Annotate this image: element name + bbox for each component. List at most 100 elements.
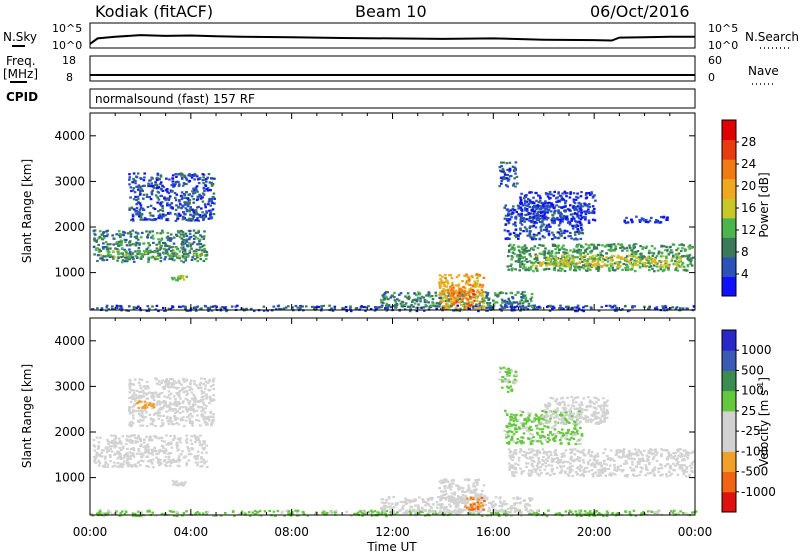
heatmap-cell: [551, 203, 554, 207]
heatmap-cell: [523, 199, 527, 202]
heatmap-cell: [192, 403, 195, 406]
heatmap-cell: [434, 305, 438, 308]
heatmap-cell: [205, 188, 209, 191]
heatmap-cell: [209, 209, 213, 212]
heatmap-cell: [532, 511, 536, 515]
heatmap-cell: [133, 242, 136, 245]
heatmap-cell: [497, 294, 500, 297]
heatmap-cell: [107, 449, 111, 452]
heatmap-cell: [115, 304, 119, 307]
heatmap-cell: [469, 283, 472, 287]
heatmap-cell: [173, 437, 176, 440]
heatmap-cell: [634, 250, 637, 254]
heatmap-cell: [111, 305, 114, 308]
heatmap-cell: [313, 306, 317, 309]
heatmap-cell: [578, 249, 582, 253]
heatmap-cell: [557, 192, 560, 195]
heatmap-cell: [508, 249, 511, 252]
heatmap-cell: [167, 254, 171, 257]
heatmap-cell: [135, 241, 138, 244]
heatmap-cell: [689, 257, 692, 260]
heatmap-cell: [131, 213, 135, 216]
heatmap-cell: [582, 310, 585, 313]
heatmap-cell: [475, 297, 478, 300]
heatmap-cell: [462, 285, 466, 289]
heatmap-cell: [406, 499, 410, 502]
heatmap-cell: [166, 204, 169, 207]
freq-tick-bottom: 8: [66, 71, 73, 84]
heatmap-cell: [584, 243, 588, 246]
heatmap-cell: [469, 297, 472, 300]
heatmap-cell: [344, 306, 348, 309]
heatmap-cell: [422, 306, 426, 309]
heatmap-cell: [140, 213, 144, 216]
heatmap-cell: [527, 266, 531, 269]
heatmap-cell: [385, 509, 389, 512]
heatmap-cell: [620, 257, 623, 261]
heatmap-cell: [157, 452, 160, 455]
heatmap-cell: [442, 478, 446, 481]
heatmap-cell: [434, 291, 437, 294]
heatmap-cell: [198, 246, 202, 249]
heatmap-cell: [105, 258, 109, 261]
heatmap-cell: [672, 263, 676, 266]
heatmap-cell: [534, 238, 538, 241]
heatmap-cell: [157, 216, 160, 220]
heatmap-cell: [474, 492, 477, 495]
heatmap-cell: [210, 415, 213, 418]
heatmap-cell: [548, 197, 551, 200]
heatmap-cell: [105, 246, 109, 249]
heatmap-cell: [509, 303, 513, 306]
heatmap-cell: [444, 273, 447, 277]
heatmap-cell: [653, 270, 656, 273]
heatmap-cell: [577, 217, 581, 220]
heatmap-cell: [519, 300, 522, 303]
heatmap-cell: [586, 259, 589, 262]
heatmap-cell: [488, 302, 492, 305]
heatmap-cell: [128, 241, 131, 244]
heatmap-cell: [169, 417, 172, 420]
heatmap-cell: [391, 294, 394, 297]
heatmap-cell: [185, 234, 189, 237]
heatmap-cell: [98, 235, 102, 238]
heatmap-cell: [107, 308, 111, 311]
heatmap-cell: [633, 252, 637, 255]
heatmap-cell: [331, 309, 335, 312]
heatmap-cell: [197, 387, 201, 390]
heatmap-cell: [523, 220, 526, 223]
heatmap-cell: [509, 264, 512, 268]
heatmap-cell: [136, 461, 140, 464]
heatmap-cell: [440, 494, 443, 497]
heatmap-cell: [179, 406, 182, 409]
heatmap-cell: [595, 247, 599, 250]
heatmap-cell: [146, 205, 150, 209]
heatmap-cell: [474, 306, 477, 310]
heatmap-cell: [164, 383, 168, 386]
heatmap-cell: [321, 511, 324, 514]
heatmap-cell: [513, 252, 516, 255]
heatmap-cell: [429, 305, 433, 309]
heatmap-cell: [457, 497, 460, 500]
heatmap-cell: [465, 275, 468, 278]
heatmap-cell: [684, 512, 688, 515]
heatmap-cell: [143, 385, 147, 388]
heatmap-cell: [144, 447, 147, 450]
heatmap-cell: [597, 243, 601, 247]
heatmap-cell: [587, 203, 591, 206]
heatmap-cell: [490, 502, 493, 505]
heatmap-cell: [548, 309, 552, 312]
heatmap-cell: [176, 229, 180, 233]
heatmap-cell: [470, 274, 474, 278]
heatmap-cell: [154, 391, 158, 394]
heatmap-cell: [178, 465, 181, 468]
heatmap-cell: [539, 226, 543, 229]
heatmap-cell: [263, 510, 267, 513]
heatmap-cell: [468, 510, 471, 513]
heatmap-cell: [135, 452, 139, 455]
heatmap-cell: [185, 462, 189, 465]
heatmap-cell: [212, 305, 215, 308]
heatmap-cell: [461, 293, 464, 296]
heatmap-cell: [289, 512, 293, 515]
heatmap-cell: [291, 306, 294, 309]
heatmap-cell: [542, 261, 545, 264]
